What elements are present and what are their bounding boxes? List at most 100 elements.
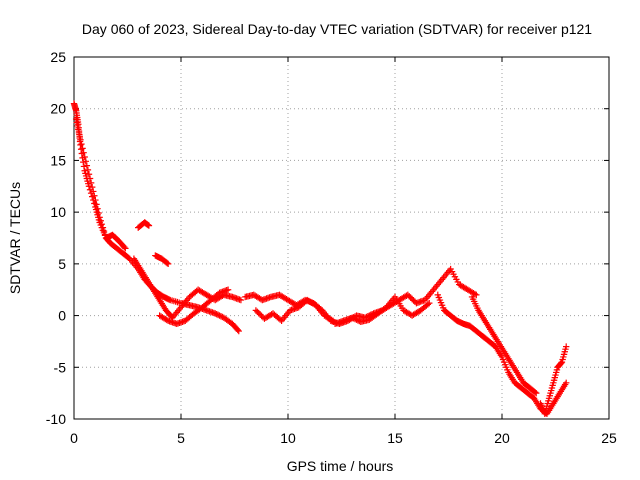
series-trace-4 (135, 219, 153, 231)
chart-title: Day 060 of 2023, Sidereal Day-to-day VTE… (82, 21, 592, 37)
data-point (75, 129, 83, 137)
data-point (83, 162, 91, 169)
data-point (100, 227, 108, 235)
plot-frame (73, 56, 610, 420)
axis-ticks: 0 5 10 15 20 25 -10 -5 0 5 10 15 20 25 (46, 49, 617, 446)
data-point (73, 119, 81, 126)
data-point (164, 260, 172, 268)
data-point (237, 296, 245, 304)
data-point (75, 126, 82, 133)
data-point (353, 316, 360, 323)
data-point (77, 136, 84, 143)
data-point (224, 286, 232, 293)
data-point (407, 294, 414, 301)
data-point (381, 305, 389, 312)
x-tick-label: 20 (494, 430, 510, 446)
data-point (94, 205, 101, 212)
data-point (82, 158, 89, 165)
data-point (85, 183, 93, 190)
data-point (74, 122, 81, 130)
data-point (404, 291, 412, 299)
data-point (533, 389, 540, 397)
data-point (254, 308, 261, 315)
data-point (88, 183, 96, 191)
x-tick-label: 5 (177, 430, 185, 446)
data-point (563, 343, 570, 350)
series-trace-6 (156, 286, 232, 328)
data-point (258, 312, 265, 320)
data-point (85, 171, 93, 178)
series-trace-11 (468, 293, 540, 397)
data-point (255, 309, 262, 317)
data-point (87, 179, 95, 187)
series-trace-5 (152, 252, 172, 268)
data-point (93, 201, 100, 208)
data-point (96, 214, 103, 221)
y-tick-label: 15 (50, 152, 66, 168)
data-point (78, 140, 85, 148)
data-point (214, 311, 222, 319)
data-point (98, 221, 106, 228)
series-trace-2 (72, 115, 129, 252)
data-point (216, 312, 223, 319)
data-point (256, 311, 264, 318)
y-axis-label: SDTVAR / TECUs (7, 182, 23, 294)
data-point (354, 317, 362, 324)
data-point (76, 133, 83, 140)
data-point (531, 389, 539, 396)
x-tick-label: 10 (280, 430, 296, 446)
data-point (86, 175, 94, 182)
x-axis-label: GPS time / hours (287, 458, 394, 474)
data-point (563, 379, 570, 386)
data-point (95, 209, 102, 217)
data-point (97, 217, 104, 224)
data-point (328, 316, 335, 324)
data-points (70, 100, 570, 418)
data-point (80, 163, 88, 170)
y-tick-label: 0 (58, 308, 66, 324)
data-point (84, 166, 92, 174)
series-trace-9 (331, 293, 433, 328)
data-point (558, 359, 565, 367)
data-point (121, 243, 128, 251)
x-tick-label: 0 (70, 430, 78, 446)
data-point (252, 307, 260, 314)
y-tick-label: 25 (50, 49, 66, 65)
data-point (80, 149, 87, 156)
data-point (72, 115, 80, 123)
data-point (473, 291, 480, 299)
data-point (122, 245, 129, 252)
data-point (79, 145, 86, 152)
data-point (99, 224, 107, 231)
data-point (145, 222, 153, 229)
data-point (212, 310, 219, 317)
data-point (426, 299, 433, 307)
data-point (410, 297, 417, 304)
y-tick-label: -5 (54, 359, 67, 375)
y-tick-label: -10 (46, 411, 66, 427)
x-tick-label: 25 (601, 430, 617, 446)
y-tick-label: 5 (58, 256, 66, 272)
data-point (235, 327, 242, 335)
data-point (91, 192, 98, 199)
data-point (163, 259, 171, 267)
y-tick-label: 10 (50, 204, 66, 220)
data-point (424, 301, 432, 308)
data-point (81, 153, 88, 161)
data-point (163, 316, 170, 324)
data-point (349, 314, 356, 321)
data-point (217, 313, 225, 320)
data-point (90, 188, 97, 195)
data-point (351, 315, 359, 323)
data-point (471, 290, 479, 298)
data-point (406, 293, 413, 300)
data-point (408, 295, 416, 303)
data-point (92, 196, 99, 204)
data-point (213, 310, 220, 318)
series-trace-8 (252, 296, 337, 324)
data-point (234, 326, 241, 334)
data-point (350, 315, 357, 322)
x-tick-label: 15 (387, 430, 403, 446)
y-tick-label: 20 (50, 101, 66, 117)
